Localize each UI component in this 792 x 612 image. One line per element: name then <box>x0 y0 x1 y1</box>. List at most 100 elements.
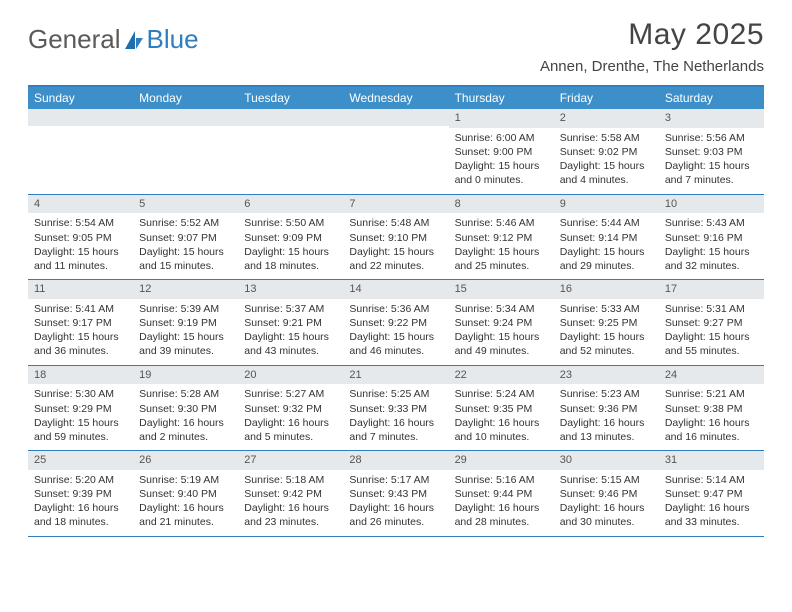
day-body: Sunrise: 5:24 AMSunset: 9:35 PMDaylight:… <box>449 384 554 450</box>
day-body: Sunrise: 5:20 AMSunset: 9:39 PMDaylight:… <box>28 470 133 536</box>
sunset-text: Sunset: 9:38 PM <box>665 402 758 416</box>
sunrise-text: Sunrise: 5:18 AM <box>244 473 337 487</box>
day-body: Sunrise: 5:23 AMSunset: 9:36 PMDaylight:… <box>554 384 659 450</box>
sunrise-text: Sunrise: 5:36 AM <box>349 302 442 316</box>
daylight-text: Daylight: 16 hours and 30 minutes. <box>560 501 653 529</box>
day-number: 13 <box>238 280 343 299</box>
week-row: 11 Sunrise: 5:41 AMSunset: 9:17 PM Dayligh… <box>28 280 764 366</box>
day-number <box>238 109 343 126</box>
day-body: Sunrise: 5:39 AMSunset: 9:19 PMDaylight:… <box>133 299 238 365</box>
day-number: 19 <box>133 366 238 385</box>
sunrise-text: Sunrise: 5:24 AM <box>455 387 548 401</box>
week-row: 4Sunrise: 5:54 AMSunset: 9:05 PMDaylight… <box>28 195 764 281</box>
daylight-text: Daylight: 15 hours and 52 minutes. <box>560 330 653 358</box>
day-body: Sunrise: 5:21 AMSunset: 9:38 PMDaylight:… <box>659 384 764 450</box>
dow-wednesday: Wednesday <box>343 87 448 109</box>
sunset-text: Sunset: 9:33 PM <box>349 402 442 416</box>
sunset-text: Sunset: 9:00 PM <box>455 145 548 159</box>
day-body: Sunrise: 5:19 AMSunset: 9:40 PMDaylight:… <box>133 470 238 536</box>
day-body: Sunrise: 5:37 AMSunset: 9:21 PMDaylight:… <box>238 299 343 365</box>
day-number: 29 <box>449 451 554 470</box>
day-number: 25 <box>28 451 133 470</box>
sunrise-text: Sunrise: 5:48 AM <box>349 216 442 230</box>
day-number: 11 <box>28 280 133 299</box>
week-row: 25Sunrise: 5:20 AMSunset: 9:39 PMDayligh… <box>28 451 764 537</box>
sunset-text: Sunset: 9:02 PM <box>560 145 653 159</box>
day-cell: 27Sunrise: 5:18 AMSunset: 9:42 PMDayligh… <box>238 451 343 537</box>
daylight-text: Daylight: 15 hours and 11 minutes. <box>34 245 127 273</box>
day-number: 21 <box>343 366 448 385</box>
sunrise-text: Sunrise: 5:21 AM <box>665 387 758 401</box>
day-body: Sunrise: 5:27 AMSunset: 9:32 PMDaylight:… <box>238 384 343 450</box>
day-cell: 15Sunrise: 5:34 AMSunset: 9:24 PMDayligh… <box>449 280 554 366</box>
day-body: Sunrise: 5:14 AMSunset: 9:47 PMDaylight:… <box>659 470 764 536</box>
day-body: Sunrise: 5:54 AMSunset: 9:05 PMDaylight:… <box>28 213 133 279</box>
daylight-text: Daylight: 16 hours and 13 minutes. <box>560 416 653 444</box>
daylight-text: Daylight: 15 hours and 32 minutes. <box>665 245 758 273</box>
day-cell: 3Sunrise: 5:56 AMSunset: 9:03 PMDaylight… <box>659 109 764 195</box>
calendar-grid: Sunday Monday Tuesday Wednesday Thursday… <box>28 85 764 537</box>
daylight-text: Daylight: 15 hours and 15 minutes. <box>139 245 232 273</box>
day-body: Sunrise: 5:16 AMSunset: 9:44 PMDaylight:… <box>449 470 554 536</box>
day-cell: 5Sunrise: 5:52 AMSunset: 9:07 PMDaylight… <box>133 195 238 281</box>
day-cell: 31Sunrise: 5:14 AMSunset: 9:47 PMDayligh… <box>659 451 764 537</box>
dow-sunday: Sunday <box>28 87 133 109</box>
sunset-text: Sunset: 9:47 PM <box>665 487 758 501</box>
day-number: 18 <box>28 366 133 385</box>
day-cell: 16Sunrise: 5:33 AMSunset: 9:25 PMDayligh… <box>554 280 659 366</box>
daylight-text: Daylight: 15 hours and 29 minutes. <box>560 245 653 273</box>
day-body: Sunrise: 5:15 AMSunset: 9:46 PMDaylight:… <box>554 470 659 536</box>
day-body: Sunrise: 5:46 AMSunset: 9:12 PMDaylight:… <box>449 213 554 279</box>
day-cell: 18Sunrise: 5:30 AMSunset: 9:29 PMDayligh… <box>28 366 133 452</box>
day-number: 24 <box>659 366 764 385</box>
sunrise-text: Sunrise: 5:34 AM <box>455 302 548 316</box>
day-number <box>133 109 238 126</box>
day-cell <box>238 109 343 195</box>
day-cell: 12Sunrise: 5:39 AMSunset: 9:19 PMDayligh… <box>133 280 238 366</box>
day-cell: 9Sunrise: 5:44 AMSunset: 9:14 PMDaylight… <box>554 195 659 281</box>
sunset-text: Sunset: 9:24 PM <box>455 316 548 330</box>
location-label: Annen, Drenthe, The Netherlands <box>540 58 764 75</box>
sunrise-text: Sunrise: 5:19 AM <box>139 473 232 487</box>
day-cell: 30Sunrise: 5:15 AMSunset: 9:46 PMDayligh… <box>554 451 659 537</box>
sunrise-text: Sunrise: 5:33 AM <box>560 302 653 316</box>
day-cell: 24Sunrise: 5:21 AMSunset: 9:38 PMDayligh… <box>659 366 764 452</box>
day-cell: 19Sunrise: 5:28 AMSunset: 9:30 PMDayligh… <box>133 366 238 452</box>
day-number: 14 <box>343 280 448 299</box>
daylight-text: Daylight: 16 hours and 21 minutes. <box>139 501 232 529</box>
sunrise-text: Sunrise: 5:41 AM <box>34 302 127 316</box>
day-cell: 13Sunrise: 5:37 AMSunset: 9:21 PMDayligh… <box>238 280 343 366</box>
daylight-text: Daylight: 15 hours and 0 minutes. <box>455 159 548 187</box>
sunset-text: Sunset: 9:21 PM <box>244 316 337 330</box>
sunset-text: Sunset: 9:10 PM <box>349 231 442 245</box>
week-row: 1 Sunrise: 6:00 AMSunset: 9:00 PMDaylight… <box>28 109 764 195</box>
dow-friday: Friday <box>554 87 659 109</box>
day-body: Sunrise: 5:30 AMSunset: 9:29 PMDaylight:… <box>28 384 133 450</box>
day-body: Sunrise: 5:58 AMSunset: 9:02 PMDaylight:… <box>554 128 659 194</box>
title-block: May 2025 Annen, Drenthe, The Netherlands <box>540 18 764 75</box>
day-number: 7 <box>343 195 448 214</box>
calendar-page: GeneralBlue May 2025 Annen, Drenthe, The… <box>0 0 792 547</box>
day-number: 12 <box>133 280 238 299</box>
sunrise-text: Sunrise: 6:00 AM <box>455 131 548 145</box>
day-cell <box>28 109 133 195</box>
day-body: Sunrise: 5:52 AMSunset: 9:07 PMDaylight:… <box>133 213 238 279</box>
day-body <box>238 126 343 188</box>
day-number: 9 <box>554 195 659 214</box>
day-number: 1 <box>449 109 554 128</box>
day-body <box>28 126 133 188</box>
sunset-text: Sunset: 9:17 PM <box>34 316 127 330</box>
daylight-text: Daylight: 15 hours and 49 minutes. <box>455 330 548 358</box>
brand-part1: General <box>28 24 121 55</box>
sunrise-text: Sunrise: 5:43 AM <box>665 216 758 230</box>
sunset-text: Sunset: 9:22 PM <box>349 316 442 330</box>
sunrise-text: Sunrise: 5:52 AM <box>139 216 232 230</box>
day-cell: 21Sunrise: 5:25 AMSunset: 9:33 PMDayligh… <box>343 366 448 452</box>
daylight-text: Daylight: 15 hours and 55 minutes. <box>665 330 758 358</box>
day-cell: 28Sunrise: 5:17 AMSunset: 9:43 PMDayligh… <box>343 451 448 537</box>
day-cell: 29Sunrise: 5:16 AMSunset: 9:44 PMDayligh… <box>449 451 554 537</box>
daylight-text: Daylight: 15 hours and 39 minutes. <box>139 330 232 358</box>
daylight-text: Daylight: 16 hours and 10 minutes. <box>455 416 548 444</box>
day-cell: 14Sunrise: 5:36 AMSunset: 9:22 PMDayligh… <box>343 280 448 366</box>
sunset-text: Sunset: 9:44 PM <box>455 487 548 501</box>
